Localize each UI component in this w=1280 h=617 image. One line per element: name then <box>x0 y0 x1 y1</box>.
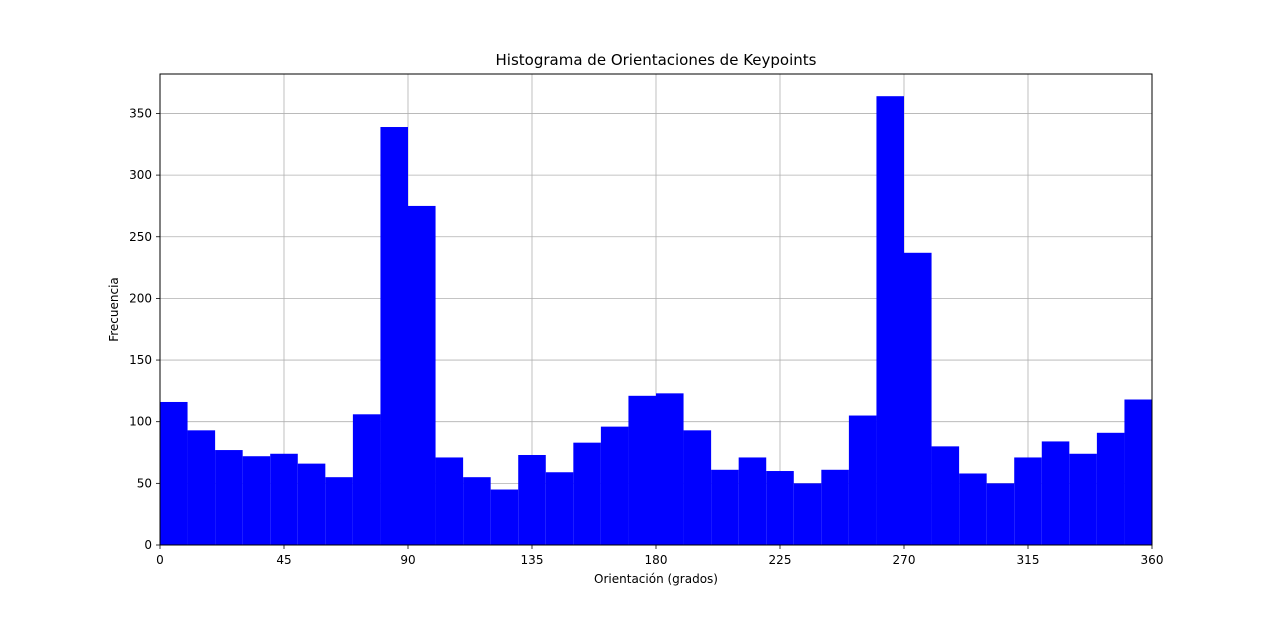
histogram-bar <box>1041 441 1070 545</box>
histogram-bar <box>986 483 1015 545</box>
x-tick-label: 90 <box>400 553 415 567</box>
x-tick-label: 360 <box>1141 553 1164 567</box>
y-tick-label: 350 <box>129 106 152 120</box>
histogram-bar <box>793 483 822 545</box>
histogram-bar <box>656 393 684 545</box>
x-tick-label: 135 <box>521 553 544 567</box>
x-tick-label: 225 <box>769 553 792 567</box>
histogram-bar <box>463 477 491 545</box>
histogram-bar <box>297 463 326 545</box>
y-tick-label: 150 <box>129 353 152 367</box>
histogram-bar <box>187 430 216 545</box>
histogram-bar <box>160 401 188 545</box>
histogram-bar <box>380 127 408 546</box>
x-tick-label: 0 <box>156 553 164 567</box>
histogram-bar <box>683 430 712 545</box>
y-tick-label: 250 <box>129 230 152 244</box>
histogram-bar <box>1124 399 1152 545</box>
histogram-bar <box>600 426 629 545</box>
y-tick-label: 0 <box>144 538 152 552</box>
histogram-bar <box>959 473 987 545</box>
histogram-bar <box>711 469 739 545</box>
histogram-bar <box>573 442 601 545</box>
histogram-bar <box>628 395 656 545</box>
histogram-bar <box>904 252 932 546</box>
x-tick-label: 315 <box>1017 553 1040 567</box>
y-tick-label: 300 <box>129 168 152 182</box>
histogram-bar <box>408 205 436 545</box>
histogram-bar <box>545 472 574 545</box>
histogram-bar <box>821 469 849 545</box>
histogram-bar <box>876 96 904 545</box>
histogram-bar <box>848 415 877 545</box>
y-axis-label: Frecuencia <box>107 277 121 342</box>
histogram-bars <box>160 96 1152 546</box>
x-tick-label: 180 <box>645 553 668 567</box>
histogram-bar <box>490 489 519 545</box>
histogram-bar <box>1014 457 1042 545</box>
x-tick-label: 270 <box>893 553 916 567</box>
histogram-bar <box>1096 432 1125 545</box>
histogram-bar <box>352 414 381 545</box>
y-tick-label: 100 <box>129 415 152 429</box>
histogram-bar <box>215 450 243 545</box>
histogram-bar <box>1069 453 1097 545</box>
histogram-bar <box>242 456 271 545</box>
histogram-bar <box>270 453 298 545</box>
y-tick-label: 50 <box>137 476 152 490</box>
y-tick-label: 200 <box>129 291 152 305</box>
histogram-bar <box>518 454 546 545</box>
histogram-bar <box>766 471 794 545</box>
histogram-bar <box>738 457 767 545</box>
x-axis-label: Orientación (grados) <box>594 572 718 586</box>
histogram-bar <box>931 446 960 545</box>
x-tick-label: 45 <box>276 553 291 567</box>
axis-ticks: 0 45 90 135 180 225 270 315 360 0 50 100 150 200 250 30… <box>129 106 1163 567</box>
chart-title: Histograma de Orientaciones de Keypoints <box>496 51 817 69</box>
histogram-bar <box>435 457 464 545</box>
histogram-bar <box>325 477 353 545</box>
